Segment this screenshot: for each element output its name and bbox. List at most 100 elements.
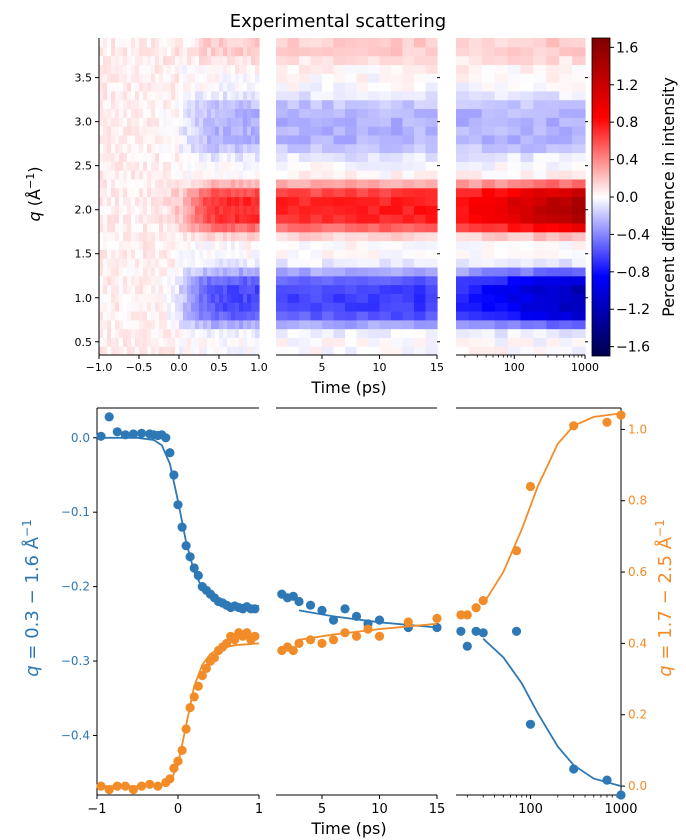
heatmap-cell xyxy=(127,293,132,303)
heatmap-cell xyxy=(507,134,522,145)
heatmap-cell xyxy=(207,205,212,215)
heatmap-cell xyxy=(520,258,534,268)
heatmap-cell xyxy=(215,170,220,180)
heatmap-cell xyxy=(276,170,289,180)
heatmap-cell xyxy=(127,73,132,83)
heatmap-cell xyxy=(187,152,192,162)
heatmap-cell xyxy=(379,319,392,330)
heatmap-cell xyxy=(333,117,346,127)
heatmap-cell xyxy=(507,73,522,83)
heatmap-cell xyxy=(115,231,120,242)
heatmap-cell xyxy=(115,319,120,330)
heatmap-cell xyxy=(131,55,136,66)
heatmap-cell xyxy=(391,161,404,171)
heatmap-cell xyxy=(107,134,112,145)
heatmap-cell xyxy=(520,64,534,74)
heatmap-cell xyxy=(243,134,248,145)
heatmap-cell xyxy=(171,64,176,74)
heatmap-cell xyxy=(402,337,415,347)
heatmap-cell xyxy=(414,108,427,118)
heatmap-cell xyxy=(195,258,200,268)
heatmap-cell xyxy=(147,178,152,189)
heatmap-cell xyxy=(107,310,112,321)
heatmap-cell xyxy=(546,90,560,101)
heatmap-cell xyxy=(219,310,224,321)
heatmap-cell xyxy=(111,222,116,233)
heatmap-cell xyxy=(187,240,192,250)
heatmap-cell xyxy=(572,38,586,48)
heatmap-cell xyxy=(139,214,144,224)
heatmap-cell xyxy=(191,170,196,180)
heatmap-cell xyxy=(167,258,172,268)
heatmap-cell xyxy=(456,249,470,259)
heatmap-cell xyxy=(402,170,415,180)
heatmap-cell xyxy=(322,143,335,154)
heatmap-cell xyxy=(243,222,248,233)
heatmap-cell xyxy=(107,55,112,66)
heatmap-cell xyxy=(135,337,140,347)
heatmap-cell xyxy=(414,293,427,303)
heatmap-cell xyxy=(494,275,509,286)
heatmap-cell xyxy=(99,38,104,48)
heatmap-cell xyxy=(227,346,232,356)
heatmap-cell xyxy=(99,310,104,321)
heatmap-cell xyxy=(231,143,236,154)
heatmap-cell xyxy=(402,293,415,303)
heatmap-cell xyxy=(520,275,534,286)
heatmap-cell xyxy=(481,38,496,48)
data-point-left xyxy=(193,570,203,581)
heatmap-cell xyxy=(276,143,289,154)
heatmap-cell xyxy=(559,126,573,136)
heatmap-cell xyxy=(203,328,208,338)
heatmap-cell xyxy=(468,205,483,215)
heatmap-cell xyxy=(223,214,228,224)
heatmap-cell xyxy=(507,275,522,286)
heatmap-cell xyxy=(456,222,470,233)
heatmap-cell xyxy=(255,161,260,171)
heatmap-cell xyxy=(533,126,547,136)
heatmap-cell xyxy=(356,38,369,48)
heatmap-cell xyxy=(127,126,132,136)
heatmap-cell xyxy=(468,82,483,92)
heatmap-cell xyxy=(151,319,156,330)
heatmap-cell xyxy=(187,90,192,101)
heatmap-cell xyxy=(507,117,522,127)
heatmap-cell xyxy=(135,55,140,66)
heatmap-cell xyxy=(299,275,312,286)
heatmap-y-tick-label: 1.0 xyxy=(75,292,93,305)
heatmap-cell xyxy=(356,319,369,330)
heatmap-cell xyxy=(107,161,112,171)
heatmap-cell xyxy=(481,266,496,277)
heatmap-cell xyxy=(171,258,176,268)
heatmap-cell xyxy=(223,266,228,277)
heatmap-cell xyxy=(251,346,256,356)
heatmap-cell xyxy=(333,293,346,303)
heatmap-cell xyxy=(211,38,216,48)
heatmap-cell xyxy=(159,126,164,136)
heatmap-cell xyxy=(127,284,132,294)
heatmap-cell xyxy=(199,275,204,286)
heatmap-cell xyxy=(247,38,252,48)
heatmap-cell xyxy=(183,205,188,215)
heatmap-cell xyxy=(103,337,108,347)
heatmap-cell xyxy=(494,205,509,215)
heatmap-cell xyxy=(163,310,168,321)
heatmap-cell xyxy=(402,117,415,127)
heatmap-cell xyxy=(159,117,164,127)
heatmap-cell xyxy=(211,117,216,127)
heatmap-cell xyxy=(143,99,148,110)
heatmap-cell xyxy=(139,178,144,189)
data-point-right xyxy=(112,781,122,791)
heatmap-cell xyxy=(468,337,483,347)
heatmap-cell xyxy=(207,284,212,294)
heatmap-cell xyxy=(368,73,381,83)
heatmap-cell xyxy=(559,46,573,57)
heatmap-cell xyxy=(231,46,236,57)
heatmap-cell xyxy=(223,249,228,259)
heatmap-cell xyxy=(195,38,200,48)
heatmap-cell xyxy=(151,284,156,294)
heatmap-cell xyxy=(559,284,573,294)
colorbar-tick-label: −1.2 xyxy=(616,302,650,318)
heatmap-cell xyxy=(215,134,220,145)
heatmap-cell xyxy=(251,196,256,206)
